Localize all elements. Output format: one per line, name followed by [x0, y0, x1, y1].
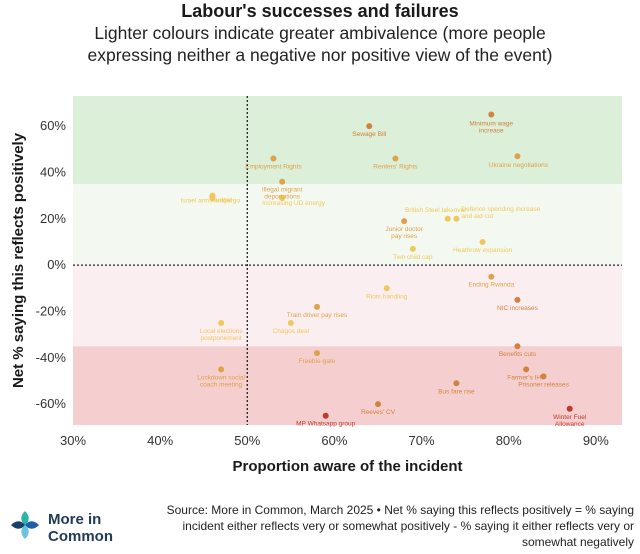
data-point [314, 303, 320, 310]
x-tick-label: 80% [496, 433, 522, 448]
point-label: Winter Fuel Allowance [553, 414, 587, 428]
logo-wordmark: More in Common [48, 511, 113, 545]
data-point [444, 215, 451, 222]
x-tick-label: 90% [583, 433, 609, 448]
point-label: Increasing UD energy [262, 200, 326, 207]
x-axis-ticks: 30% 40% 50% 60% 70% 80% 90% [60, 433, 609, 448]
data-point [287, 320, 294, 327]
point-label: Renters' Rights [373, 164, 418, 171]
y-tick-label: 60% [40, 118, 66, 133]
y-axis-label: Net % saying this reflects positively [10, 132, 27, 388]
band-3 [73, 346, 622, 425]
y-tick-label: -20% [36, 303, 67, 318]
band-0 [73, 96, 622, 185]
data-point [314, 350, 320, 357]
point-label: Illegal migrant deportations [262, 187, 303, 201]
background-bands [73, 96, 622, 425]
point-label: MP Whatsapp group [296, 421, 356, 428]
point-label: Two child cap [393, 254, 433, 261]
y-tick-label: -60% [36, 396, 67, 411]
point-labels: Minimum wage increase Sewage Bill Ukraine n… [180, 121, 586, 428]
logo-mark-icon [11, 511, 39, 539]
point-label: Prisoner releases [518, 381, 569, 388]
data-point [392, 155, 399, 162]
x-tick-label: 60% [321, 433, 347, 448]
data-point [322, 412, 329, 419]
point-label: Freebie-gate [299, 358, 336, 365]
subtitle-line-2: expressing neither a negative nor positi… [87, 45, 553, 65]
point-label: Junior doctor pay rises [385, 226, 423, 240]
data-point [366, 123, 373, 130]
point-label: Train driver pay rises [287, 312, 348, 319]
point-label: Budget [211, 197, 232, 204]
point-label: Employment Rights [245, 164, 302, 171]
reference-lines [73, 96, 622, 425]
point-label: Bus fare rise [438, 388, 475, 395]
point-label: Farmer's IHT [507, 374, 545, 381]
x-tick-label: 70% [409, 433, 435, 448]
point-label: Ukraine negotiations [489, 162, 549, 169]
data-point [514, 153, 521, 160]
point-label: British Steel takeover [405, 207, 467, 214]
source-line-1: Source: More in Common, March 2025 • Net… [166, 503, 634, 517]
y-axis-ticks: 60% 40% 20% 0% -20% -40% -60% [36, 118, 67, 411]
y-tick-label: 20% [40, 211, 66, 226]
y-tick-label: -40% [36, 350, 67, 365]
band-1 [73, 184, 622, 266]
x-axis-label: Proportion aware of the incident [232, 458, 462, 475]
point-label: Israel arms embargo [180, 198, 240, 205]
data-point [409, 245, 416, 252]
data-point [383, 285, 390, 292]
point-label: Minimum wage increase [469, 121, 513, 135]
chart-subtitle: Lighter colours indicate greater ambival… [0, 22, 640, 66]
data-point [488, 111, 495, 118]
data-point [218, 366, 225, 373]
point-label: Lockdown social coach meeting [197, 374, 245, 388]
data-point [279, 194, 286, 201]
data-points [209, 111, 573, 419]
more-in-common-logo: More in Common [8, 508, 138, 548]
data-point [453, 215, 460, 222]
data-point [270, 155, 277, 162]
logo-line-1: More in [48, 511, 102, 528]
point-label: Reeves' CV [361, 409, 396, 416]
data-point [479, 238, 486, 245]
logo-line-2: Common [48, 528, 113, 545]
data-point [218, 320, 225, 327]
data-point [540, 373, 547, 380]
point-label: NIC increases [497, 305, 539, 312]
source-line-2: incident either reflects very or somewha… [182, 519, 634, 533]
x-tick-label: 40% [147, 433, 173, 448]
source-note: Source: More in Common, March 2025 • Net… [150, 502, 634, 550]
point-label: Local elections postponement [200, 328, 244, 342]
data-point [566, 405, 573, 412]
chart-title: Labour's successes and failures [181, 1, 459, 21]
source-line-3: somewhat negatively [521, 535, 634, 549]
data-point [488, 273, 495, 280]
point-label: Sewage Bill [352, 131, 387, 138]
point-label: Chagos deal [273, 328, 310, 335]
data-point [523, 366, 530, 373]
point-label: Benefits cuts [499, 351, 537, 358]
data-point [279, 178, 286, 185]
point-label: Ending Rwanda [468, 282, 514, 289]
data-point [401, 218, 408, 225]
data-point [375, 401, 381, 408]
data-point [514, 343, 521, 350]
point-label: Defence spending increase and aid cut [461, 206, 540, 220]
point-label: Heathrow expansion [453, 247, 513, 254]
point-label: Riots handling [366, 293, 408, 300]
subtitle-line-1: Lighter colours indicate greater ambival… [94, 23, 546, 43]
x-tick-label: 50% [234, 433, 260, 448]
x-tick-label: 30% [60, 433, 86, 448]
band-2 [73, 265, 622, 347]
y-tick-label: 40% [40, 164, 66, 179]
data-point [209, 194, 216, 201]
data-point [514, 296, 521, 303]
y-tick-label: 0% [47, 257, 66, 272]
data-point [453, 380, 460, 387]
scatter-chart: 60% 40% 20% 0% -20% -40% -60% 30% 40% 50% 60% 70% 8… [10, 96, 622, 475]
